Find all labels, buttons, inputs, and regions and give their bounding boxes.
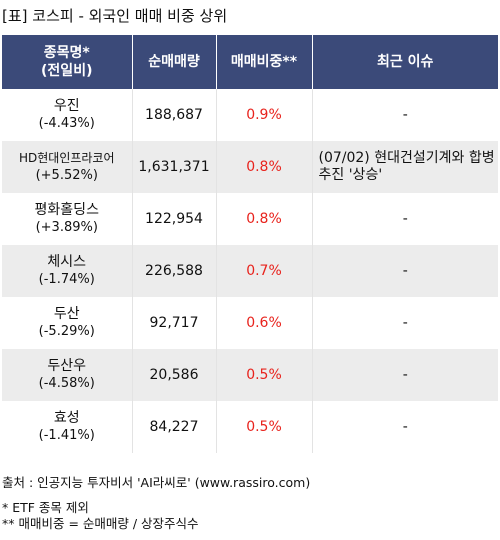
- trade-ratio: 0.5%: [216, 349, 313, 401]
- trade-ratio: 0.7%: [216, 245, 313, 297]
- footnote-ratio: ** 매매비중 = 순매매량 / 상장주식수: [2, 516, 199, 531]
- recent-issue: -: [312, 193, 498, 245]
- table-row: 효성 (-1.41%) 84,227 0.5% -: [2, 401, 498, 453]
- header-trade-ratio: 매매비중**: [216, 35, 313, 89]
- recent-issue: -: [312, 401, 498, 453]
- stock-name-cell: 두산우 (-4.58%): [2, 349, 133, 401]
- recent-issue: -: [312, 297, 498, 349]
- stock-name: 우진: [53, 98, 80, 114]
- header-recent-issue: 최근 이슈: [312, 35, 498, 89]
- trade-ratio: 0.5%: [216, 401, 313, 453]
- recent-issue: (07/02) 현대건설기계와 합병 추진 '상승': [312, 141, 498, 193]
- net-volume: 92,717: [132, 297, 217, 349]
- stock-change: (-1.41%): [38, 428, 95, 443]
- stock-name: 두산우: [47, 358, 87, 374]
- stock-change: (-1.74%): [38, 272, 95, 287]
- recent-issue: -: [312, 245, 498, 297]
- stock-name: 두산: [53, 306, 80, 322]
- table-row: 두산우 (-4.58%) 20,586 0.5% -: [2, 349, 498, 401]
- recent-issue: -: [312, 89, 498, 141]
- page-title: [표] 코스피 - 외국인 매매 비중 상위: [2, 7, 228, 25]
- net-volume: 226,588: [132, 245, 217, 297]
- trade-ratio: 0.6%: [216, 297, 313, 349]
- net-volume: 84,227: [132, 401, 217, 453]
- net-volume: 1,631,371: [132, 141, 217, 193]
- stock-name-cell: 평화홀딩스 (+3.89%): [2, 193, 133, 245]
- stock-name: 효성: [53, 410, 80, 426]
- net-volume: 188,687: [132, 89, 217, 141]
- stock-name: HD현대인프라코어: [18, 151, 115, 165]
- stock-change: (-4.58%): [38, 376, 95, 391]
- stock-change: (+3.89%): [35, 220, 98, 235]
- net-volume: 20,586: [132, 349, 217, 401]
- header-net-volume: 순매매량: [132, 35, 217, 89]
- recent-issue: -: [312, 349, 498, 401]
- trade-ratio: 0.9%: [216, 89, 313, 141]
- table-row: HD현대인프라코어 (+5.52%) 1,631,371 0.8% (07/02…: [2, 141, 498, 193]
- stock-name-cell: 두산 (-5.29%): [2, 297, 133, 349]
- stock-name-cell: HD현대인프라코어 (+5.52%): [2, 141, 133, 193]
- table-row: 우진 (-4.43%) 188,687 0.9% -: [2, 89, 498, 141]
- table-row: 체시스 (-1.74%) 226,588 0.7% -: [2, 245, 498, 297]
- source-note: 출처 : 인공지능 투자비서 'AI라씨로' (www.rassiro.com): [2, 475, 311, 490]
- footnote-etf: * ETF 종목 제외: [2, 500, 89, 515]
- foreign-trading-table: 종목명* (전일비) 순매매량 매매비중** 최근 이슈 우진 (-4.43%)…: [2, 35, 498, 453]
- stock-name: 평화홀딩스: [34, 202, 99, 218]
- stock-name-cell: 우진 (-4.43%): [2, 89, 133, 141]
- table-row: 평화홀딩스 (+3.89%) 122,954 0.8% -: [2, 193, 498, 245]
- stock-change: (-5.29%): [38, 324, 95, 339]
- stock-name-cell: 효성 (-1.41%): [2, 401, 133, 453]
- stock-change: (+5.52%): [35, 168, 98, 183]
- table-row: 두산 (-5.29%) 92,717 0.6% -: [2, 297, 498, 349]
- net-volume: 122,954: [132, 193, 217, 245]
- stock-name-cell: 체시스 (-1.74%): [2, 245, 133, 297]
- table-header-row: 종목명* (전일비) 순매매량 매매비중** 최근 이슈: [2, 35, 498, 89]
- stock-name: 체시스: [47, 254, 87, 270]
- trade-ratio: 0.8%: [216, 193, 313, 245]
- stock-change: (-4.43%): [38, 116, 95, 131]
- trade-ratio: 0.8%: [216, 141, 313, 193]
- header-stock-name-line2: (전일비): [41, 63, 93, 79]
- header-stock-name: 종목명* (전일비): [2, 35, 133, 89]
- header-stock-name-line1: 종목명*: [43, 45, 90, 61]
